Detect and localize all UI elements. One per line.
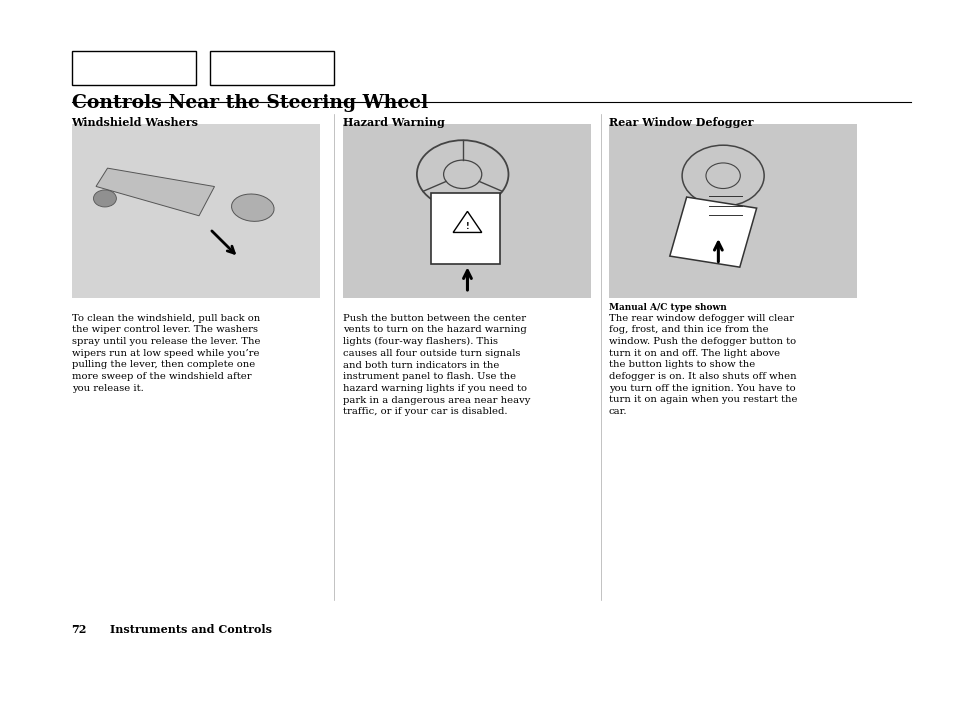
Text: To clean the windshield, pull back on
the wiper control lever. The washers
spray: To clean the windshield, pull back on th… bbox=[71, 314, 260, 393]
Text: Instruments and Controls: Instruments and Controls bbox=[110, 625, 272, 635]
Ellipse shape bbox=[232, 194, 274, 222]
Text: !: ! bbox=[465, 222, 469, 231]
Text: 72: 72 bbox=[71, 625, 87, 635]
Text: Controls Near the Steering Wheel: Controls Near the Steering Wheel bbox=[71, 94, 427, 111]
Bar bbox=[608, 124, 856, 298]
Circle shape bbox=[93, 190, 116, 207]
Text: The rear window defogger will clear
fog, frost, and thin ice from the
window. Pu: The rear window defogger will clear fog,… bbox=[608, 314, 797, 416]
Text: Hazard Warning: Hazard Warning bbox=[343, 117, 445, 128]
Bar bbox=[71, 124, 319, 298]
Polygon shape bbox=[96, 168, 214, 216]
Text: Push the button between the center
vents to turn on the hazard warning
lights (f: Push the button between the center vents… bbox=[343, 314, 530, 416]
Bar bbox=[343, 124, 591, 298]
Text: Windshield Washers: Windshield Washers bbox=[71, 117, 198, 128]
Bar bbox=[608, 124, 856, 298]
Text: Rear Window Defogger: Rear Window Defogger bbox=[608, 117, 752, 128]
Text: Manual A/C type shown: Manual A/C type shown bbox=[608, 303, 725, 312]
Bar bbox=[343, 124, 591, 298]
Bar bbox=[431, 193, 499, 265]
Bar bbox=[210, 51, 334, 85]
Bar bbox=[669, 197, 756, 267]
Bar bbox=[71, 51, 195, 85]
